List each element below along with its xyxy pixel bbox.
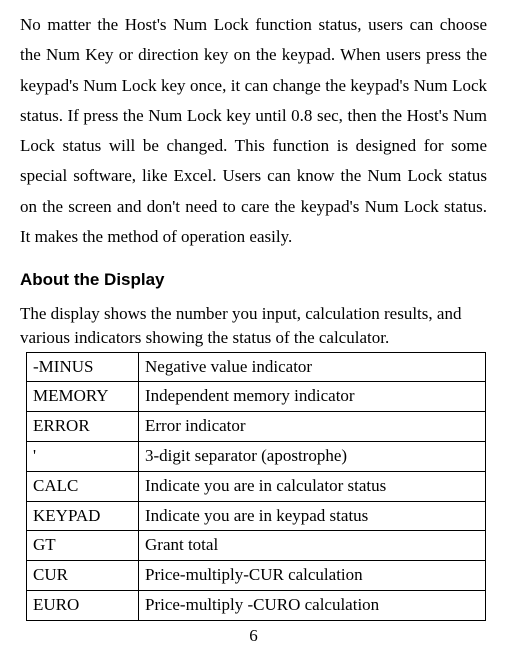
table-row: MEMORY Independent memory indicator	[27, 382, 486, 412]
indicator-desc: Grant total	[139, 531, 486, 561]
indicator-key: EURO	[27, 590, 139, 620]
table-row: ' 3-digit separator (apostrophe)	[27, 441, 486, 471]
indicator-key: -MINUS	[27, 352, 139, 382]
section-heading-about-display: About the Display	[20, 270, 487, 290]
indicator-key: ERROR	[27, 412, 139, 442]
indicator-desc: Price-multiply-CUR calculation	[139, 561, 486, 591]
indicator-desc: Indicate you are in keypad status	[139, 501, 486, 531]
indicators-table: -MINUS Negative value indicator MEMORY I…	[26, 352, 486, 621]
indicator-key: CALC	[27, 471, 139, 501]
indicator-desc: Error indicator	[139, 412, 486, 442]
table-row: GT Grant total	[27, 531, 486, 561]
numlock-paragraph: No matter the Host's Num Lock function s…	[20, 10, 487, 252]
table-row: CALC Indicate you are in calculator stat…	[27, 471, 486, 501]
indicator-key: KEYPAD	[27, 501, 139, 531]
table-row: CUR Price-multiply-CUR calculation	[27, 561, 486, 591]
indicator-key: GT	[27, 531, 139, 561]
table-row: ERROR Error indicator	[27, 412, 486, 442]
indicator-desc: Negative value indicator	[139, 352, 486, 382]
table-row: -MINUS Negative value indicator	[27, 352, 486, 382]
indicator-desc: Price-multiply -CURO calculation	[139, 590, 486, 620]
indicator-key: CUR	[27, 561, 139, 591]
indicator-key: MEMORY	[27, 382, 139, 412]
indicator-desc: Indicate you are in calculator status	[139, 471, 486, 501]
table-row: EURO Price-multiply -CURO calculation	[27, 590, 486, 620]
indicator-desc: 3-digit separator (apostrophe)	[139, 441, 486, 471]
indicator-desc: Independent memory indicator	[139, 382, 486, 412]
page-number: 6	[0, 626, 507, 646]
table-row: KEYPAD Indicate you are in keypad status	[27, 501, 486, 531]
indicator-key: '	[27, 441, 139, 471]
display-intro-paragraph: The display shows the number you input, …	[20, 302, 487, 350]
